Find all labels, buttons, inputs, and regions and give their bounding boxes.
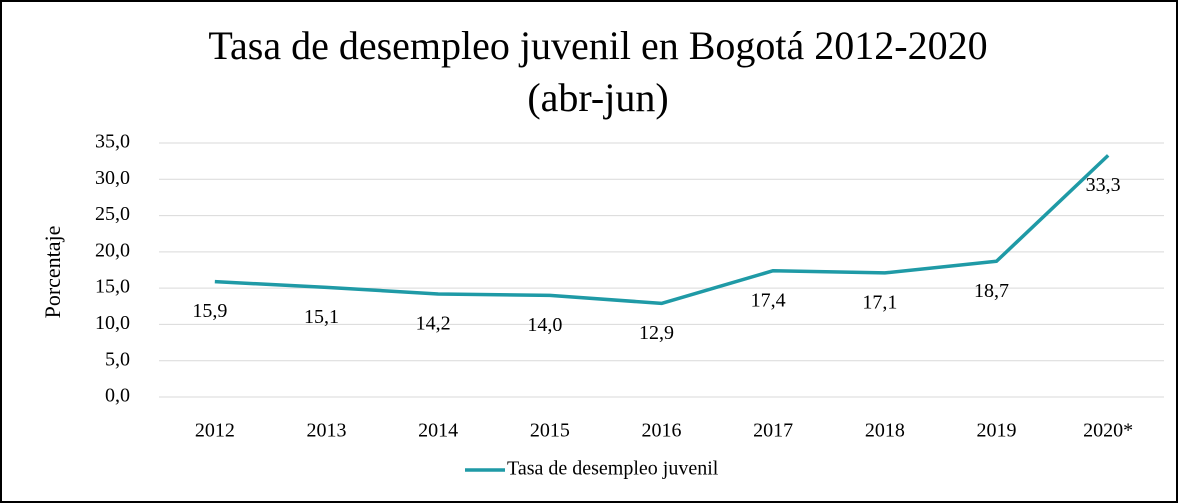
x-tick-label: 2020* xyxy=(1083,420,1133,442)
x-tick-label: 2018 xyxy=(865,420,905,442)
y-tick-label: 15,0 xyxy=(95,276,130,298)
y-tick-label: 5,0 xyxy=(105,348,130,370)
data-label: 14,0 xyxy=(527,314,562,336)
data-label: 12,9 xyxy=(639,322,674,344)
y-tick-label: 35,0 xyxy=(95,131,130,153)
y-tick-label: 30,0 xyxy=(95,167,130,189)
chart-subtitle: (abr-jun) xyxy=(527,75,668,120)
data-line xyxy=(214,154,1110,306)
data-label: 33,3 xyxy=(1086,174,1121,196)
y-tick-label: 10,0 xyxy=(95,312,130,334)
y-tick-label: 0,0 xyxy=(105,385,130,407)
x-tick-label: 2017 xyxy=(753,420,793,442)
x-tick-label: 2014 xyxy=(418,420,458,442)
chart-title: Tasa de desempleo juvenil en Bogotá 2012… xyxy=(208,23,987,68)
data-label: 15,1 xyxy=(304,306,339,328)
data-label: 17,4 xyxy=(751,289,786,311)
legend-label: Tasa de desempleo juvenil xyxy=(507,458,719,480)
y-tick-label: 20,0 xyxy=(95,239,130,261)
y-axis-label: Porcentaje xyxy=(40,226,65,319)
x-tick-label: 2016 xyxy=(642,420,682,442)
y-tick-label: 25,0 xyxy=(95,203,130,225)
data-label: 18,7 xyxy=(974,280,1009,302)
x-tick-label: 2013 xyxy=(307,420,347,442)
data-label: 17,1 xyxy=(862,291,897,313)
x-tick-label: 2012 xyxy=(195,420,235,442)
data-label: 15,9 xyxy=(192,300,227,322)
x-tick-label: 2019 xyxy=(977,420,1017,442)
data-label: 14,2 xyxy=(416,313,451,335)
x-tick-label: 2015 xyxy=(530,420,570,442)
